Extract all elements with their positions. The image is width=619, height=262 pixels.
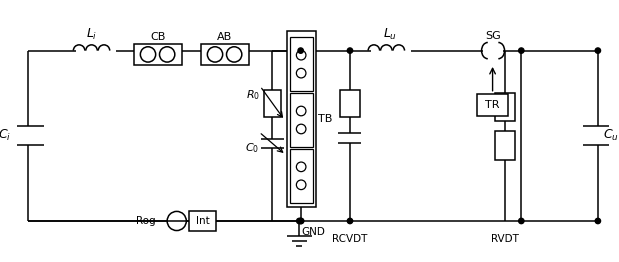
Bar xyxy=(495,93,514,121)
Circle shape xyxy=(595,218,600,224)
Text: $C_i$: $C_i$ xyxy=(0,128,11,143)
Text: $L_i$: $L_i$ xyxy=(86,27,97,42)
Circle shape xyxy=(595,48,600,53)
Text: GND: GND xyxy=(301,227,325,237)
Text: SG: SG xyxy=(485,31,501,41)
Text: AB: AB xyxy=(217,32,232,42)
Circle shape xyxy=(298,218,304,224)
Bar xyxy=(477,94,508,116)
Bar xyxy=(201,44,248,65)
Bar xyxy=(340,90,360,117)
Bar xyxy=(189,211,216,231)
Bar xyxy=(290,37,313,91)
Text: RVDT: RVDT xyxy=(491,234,519,244)
Text: Int: Int xyxy=(196,216,209,226)
Text: RCVDT: RCVDT xyxy=(332,234,368,244)
Circle shape xyxy=(297,218,302,224)
Text: TR: TR xyxy=(485,100,500,110)
Circle shape xyxy=(298,48,303,53)
Text: CB: CB xyxy=(150,32,165,42)
Circle shape xyxy=(347,218,353,224)
Circle shape xyxy=(519,218,524,224)
Bar xyxy=(287,31,316,207)
Text: $L_u$: $L_u$ xyxy=(383,27,397,42)
Text: Rog: Rog xyxy=(136,216,155,226)
Bar xyxy=(290,93,313,147)
Text: $R_0$: $R_0$ xyxy=(246,89,260,102)
Circle shape xyxy=(519,48,524,53)
Bar xyxy=(290,149,313,203)
Bar xyxy=(495,131,514,160)
Text: TB: TB xyxy=(318,114,333,124)
Text: $C_0$: $C_0$ xyxy=(245,141,259,155)
Bar xyxy=(264,90,281,117)
Text: $C_u$: $C_u$ xyxy=(603,128,618,143)
Circle shape xyxy=(298,218,303,224)
Circle shape xyxy=(347,48,353,53)
Bar xyxy=(134,44,181,65)
